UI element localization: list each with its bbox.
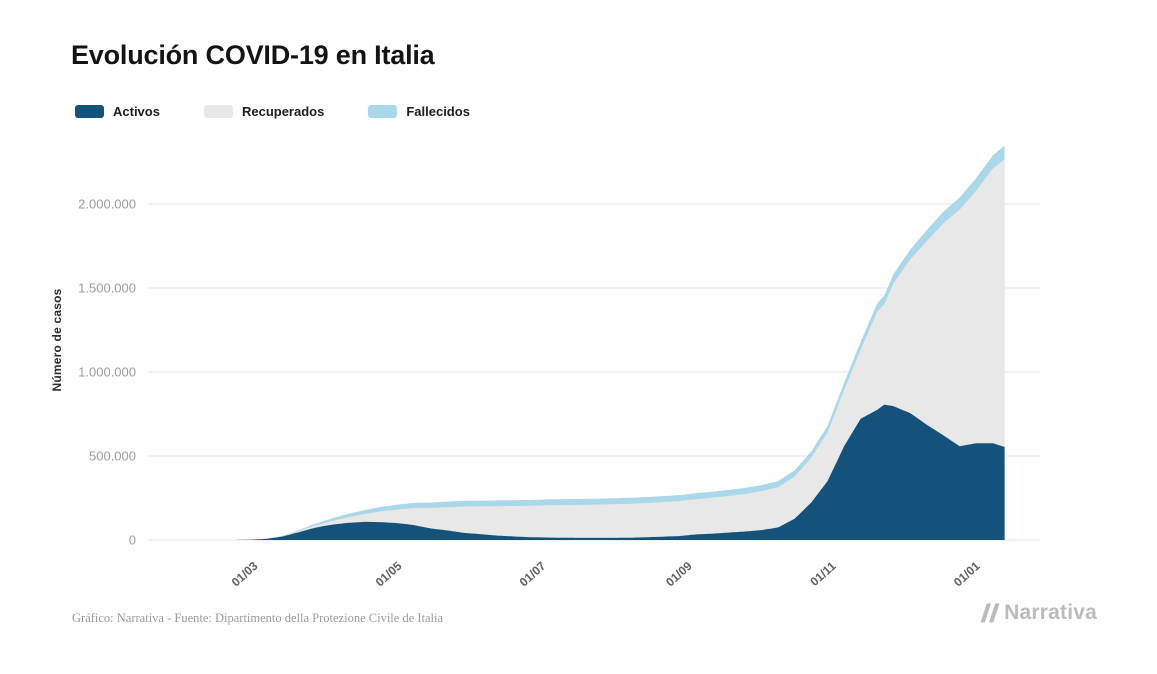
- legend-label-recuperados: Recuperados: [241, 104, 325, 119]
- x-tick-label: 01/09: [663, 559, 695, 590]
- x-tick-label: 01/01: [951, 559, 983, 590]
- narrativa-logo-icon: [980, 603, 1000, 623]
- legend-label-fallecidos: Fallecidos: [406, 104, 470, 119]
- legend-item-activos: Activos: [75, 104, 160, 119]
- y-tick-label: 1.500.000: [78, 281, 136, 296]
- y-tick-label: 500.000: [89, 449, 136, 464]
- legend-swatch-recuperados: [203, 105, 233, 118]
- x-tick-label: 01/11: [807, 559, 838, 589]
- legend-item-fallecidos: Fallecidos: [368, 104, 470, 119]
- x-tick-label: 01/05: [373, 559, 405, 590]
- source-caption: Gráfico: Narrativa - Fuente: Dipartiment…: [72, 611, 444, 625]
- y-tick-label: 1.000.000: [78, 365, 136, 380]
- legend-label-activos: Activos: [113, 104, 160, 119]
- y-tick-label: 2.000.000: [78, 197, 136, 212]
- legend-swatch-activos: [75, 105, 104, 118]
- legend-item-recuperados: Recuperados: [203, 104, 325, 119]
- chart-legend: Activos Recuperados Fallecidos: [75, 104, 470, 119]
- area-activos: [235, 404, 1005, 540]
- chart-title: Evolución COVID-19 en Italia: [71, 40, 435, 70]
- narrativa-logo-text: Narrativa: [1004, 601, 1097, 624]
- x-tick-label: 01/07: [517, 559, 549, 590]
- x-tick-label: 01/03: [229, 559, 261, 590]
- legend-swatch-fallecidos: [368, 105, 398, 118]
- narrativa-logo: Narrativa: [977, 600, 1097, 626]
- y-tick-label: 0: [129, 533, 136, 548]
